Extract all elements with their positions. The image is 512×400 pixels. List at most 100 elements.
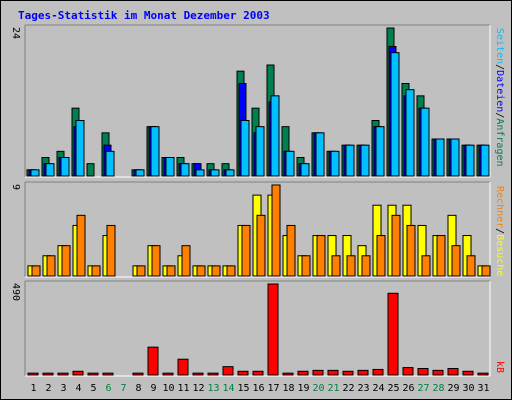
bar-kb-day-21	[327, 369, 339, 376]
bar-seiten-day-9	[150, 126, 160, 177]
bar-rechner-day-18	[286, 224, 296, 277]
x-tick-label-day-19: 19	[297, 383, 309, 394]
x-tick-label-day-30: 30	[462, 383, 474, 394]
x-tick-label-day-23: 23	[357, 383, 369, 394]
bar-kb-day-9	[147, 346, 159, 376]
bar-rechner-day-5	[91, 265, 101, 277]
x-tick-label-day-21: 21	[327, 383, 339, 394]
bar-kb-day-16	[252, 370, 264, 376]
bar-kb-day-18	[282, 372, 294, 376]
bar-rechner-day-19	[301, 255, 311, 277]
bar-kb-day-4	[72, 370, 84, 376]
x-tick-label-day-7: 7	[120, 383, 126, 394]
legend-bottom: kB	[494, 361, 505, 373]
bar-rechner-day-14	[226, 265, 236, 277]
bar-rechner-day-31	[481, 265, 491, 277]
bar-kb-day-23	[357, 369, 369, 376]
legend-entry-dateien: Dateien	[494, 70, 505, 112]
bar-rechner-day-3	[61, 245, 71, 277]
x-tick-label-day-11: 11	[177, 383, 189, 394]
bar-kb-day-14	[222, 366, 234, 376]
bar-rechner-day-16	[256, 214, 266, 277]
bar-kb-day-12	[192, 372, 204, 376]
x-tick-label-day-3: 3	[60, 383, 66, 394]
bar-seiten-day-3	[60, 157, 70, 177]
x-tick-label-day-2: 2	[45, 383, 51, 394]
bar-rechner-day-29	[451, 245, 461, 277]
x-tick-label-day-28: 28	[432, 383, 444, 394]
bar-rechner-day-26	[406, 224, 416, 277]
bar-kb-day-26	[402, 367, 414, 376]
bar-kb-day-10	[162, 372, 174, 376]
bar-kb-day-25	[387, 292, 399, 376]
bar-seiten-day-20	[315, 132, 325, 177]
legend-entry-besuche: Besuche	[494, 234, 505, 276]
x-tick-label-day-9: 9	[150, 383, 156, 394]
bar-kb-day-11	[177, 358, 189, 376]
bar-kb-day-27	[417, 368, 429, 376]
bar-kb-day-8	[132, 372, 144, 376]
bar-rechner-day-8	[136, 265, 146, 277]
bar-rechner-day-24	[376, 235, 386, 277]
y-max-label-top: 24	[10, 27, 21, 39]
bar-rechner-day-27	[421, 255, 431, 277]
bar-rechner-day-4	[76, 214, 86, 277]
bar-kb-day-31	[477, 372, 489, 376]
legend-separator: /	[494, 112, 505, 118]
bar-seiten-day-25	[390, 52, 400, 177]
x-tick-label-day-14: 14	[222, 383, 234, 394]
bar-rechner-day-12	[196, 265, 206, 277]
bar-seiten-day-18	[285, 150, 295, 177]
x-tick-label-day-13: 13	[207, 383, 219, 394]
legend-entry-seiten: Seiten	[494, 28, 505, 64]
bar-seiten-day-26	[405, 89, 415, 177]
bar-rechner-day-28	[436, 235, 446, 277]
bar-seiten-day-28	[435, 138, 445, 177]
bar-seiten-day-17	[270, 95, 280, 177]
bar-kb-day-2	[42, 372, 54, 376]
legend-separator: /	[494, 228, 505, 234]
bar-seiten-day-10	[165, 157, 175, 177]
legend-entry-kb: kB	[494, 361, 505, 373]
x-tick-label-day-31: 31	[477, 383, 489, 394]
bar-seiten-day-21	[330, 150, 340, 177]
bar-kb-day-3	[57, 372, 69, 376]
bar-kb-day-19	[297, 370, 309, 376]
x-tick-label-day-24: 24	[372, 383, 384, 394]
x-tick-label-day-1: 1	[30, 383, 36, 394]
x-tick-label-day-20: 20	[312, 383, 324, 394]
legend-separator: /	[494, 64, 505, 70]
bar-seiten-day-11	[180, 163, 190, 177]
bar-seiten-day-14	[225, 169, 235, 177]
bar-rechner-day-1	[31, 265, 41, 277]
y-max-label-bottom: 490	[10, 283, 21, 301]
bar-rechner-day-20	[316, 235, 326, 277]
x-tick-label-day-29: 29	[447, 383, 459, 394]
bar-rechner-day-13	[211, 265, 221, 277]
x-tick-label-day-5: 5	[90, 383, 96, 394]
bar-seiten-day-13	[210, 169, 220, 177]
x-tick-label-day-8: 8	[135, 383, 141, 394]
bar-rechner-day-2	[46, 255, 56, 277]
bar-kb-day-6	[102, 372, 114, 376]
bar-rechner-day-9	[151, 245, 161, 277]
bar-seiten-day-8	[135, 169, 145, 177]
bar-seiten-day-30	[465, 144, 475, 177]
bar-seiten-day-29	[450, 138, 460, 177]
x-tick-label-day-18: 18	[282, 383, 294, 394]
bar-kb-day-20	[312, 369, 324, 376]
bar-seiten-day-6	[105, 150, 115, 177]
x-tick-label-day-6: 6	[105, 383, 111, 394]
bar-rechner-day-21	[331, 255, 341, 277]
bar-kb-day-29	[447, 368, 459, 376]
bar-rechner-day-25	[391, 214, 401, 277]
bar-seiten-day-24	[375, 126, 385, 177]
bar-seiten-day-16	[255, 126, 265, 177]
bar-seiten-day-23	[360, 144, 370, 177]
legend-entry-rechner: Rechner	[494, 186, 505, 228]
bar-seiten-day-4	[75, 120, 85, 177]
x-tick-label-day-15: 15	[237, 383, 249, 394]
x-tick-label-day-12: 12	[192, 383, 204, 394]
bar-rechner-day-23	[361, 255, 371, 277]
